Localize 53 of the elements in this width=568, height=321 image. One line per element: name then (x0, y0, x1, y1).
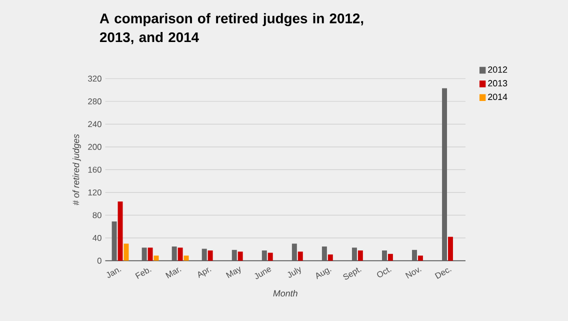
bar (238, 251, 243, 261)
bar (262, 250, 267, 261)
bar (388, 254, 393, 261)
y-tick-label: 240 (88, 120, 102, 127)
bar (352, 247, 357, 261)
y-axis-title: # of retired judges (72, 134, 81, 206)
bar (442, 88, 447, 261)
chart-title: A comparison of retired judges in 2012, 2013, and 2014 (100, 12, 364, 44)
bar (184, 255, 189, 261)
bar (292, 243, 297, 261)
bar (412, 250, 417, 261)
x-tick-label: Feb. (135, 268, 152, 279)
y-tick-label: 280 (88, 98, 102, 104)
bar (202, 248, 207, 261)
x-tick-label: May (226, 266, 241, 278)
x-tick-label: Sept. (343, 267, 362, 280)
bar (118, 201, 123, 261)
y-tick-label: 40 (92, 234, 102, 241)
bar (178, 247, 183, 261)
bar (208, 250, 213, 261)
x-tick-label: Nov. (405, 267, 422, 278)
x-tick-label: Oct. (377, 267, 392, 278)
y-tick-label: 80 (92, 212, 102, 218)
bar (142, 247, 147, 261)
bar (112, 221, 117, 261)
y-tick-label: 320 (88, 75, 102, 82)
bar (124, 243, 129, 261)
x-tick-label: July (288, 266, 301, 278)
x-tick-label: Mar. (165, 267, 182, 278)
bar (358, 250, 363, 261)
legend-label: 2013 (488, 80, 508, 86)
bar (322, 246, 327, 261)
bar (418, 255, 423, 261)
bar (268, 252, 273, 261)
y-tick-label: 120 (88, 189, 102, 196)
bar (328, 254, 333, 261)
bar (232, 250, 237, 261)
bar (382, 250, 387, 261)
legend-label: 2012 (488, 66, 508, 73)
x-tick-label: Jan. (106, 268, 122, 278)
bar (298, 251, 303, 261)
x-axis-title: Month (273, 290, 298, 296)
x-tick-label: Aug. (316, 268, 332, 279)
bar (172, 246, 177, 261)
bar (148, 247, 153, 261)
x-tick-label: June (254, 267, 272, 279)
x-tick-label: Apr. (198, 267, 212, 278)
legend-label: 2014 (488, 94, 508, 100)
bar (448, 236, 453, 261)
y-tick-label: 200 (88, 144, 102, 150)
y-tick-label: 160 (88, 166, 102, 172)
y-tick-label: 0 (97, 258, 102, 264)
x-tick-label: Dec. (434, 268, 452, 279)
